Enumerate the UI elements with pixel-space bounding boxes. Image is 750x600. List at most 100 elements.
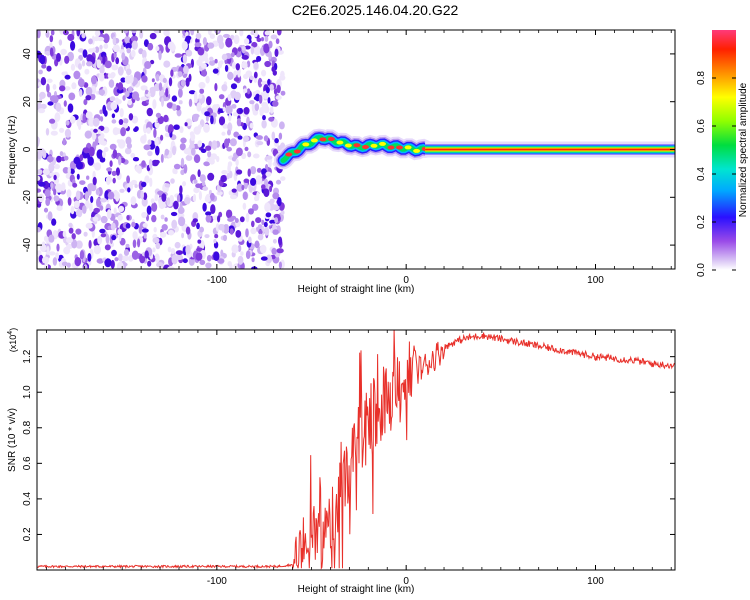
noise-speck (237, 47, 242, 52)
noise-speck (149, 87, 156, 98)
noise-speck (96, 197, 102, 208)
noise-speck (195, 183, 202, 188)
noise-speck (37, 150, 43, 160)
noise-speck (193, 187, 200, 194)
noise-speck (152, 237, 160, 244)
noise-speck (134, 126, 139, 132)
noise-speck (39, 54, 46, 65)
noise-speck (58, 39, 63, 46)
noise-speck (68, 222, 73, 228)
noise-speck (112, 44, 120, 53)
noise-speck (258, 229, 263, 235)
noise-speck (111, 170, 117, 177)
noise-speck (280, 210, 285, 215)
noise-speck (171, 95, 178, 102)
noise-speck (262, 103, 269, 112)
noise-speck (109, 143, 117, 150)
noise-speck (143, 232, 147, 239)
noise-speck (250, 177, 257, 186)
signal-hotspot (396, 145, 403, 150)
noise-speck (241, 184, 245, 191)
noise-speck (209, 59, 216, 66)
noise-speck (100, 197, 107, 203)
noise-speck (192, 113, 200, 119)
noise-speck (139, 30, 144, 39)
noise-speck (217, 34, 224, 45)
noise-speck (46, 83, 50, 93)
noise-speck (195, 252, 203, 261)
noise-speck (75, 240, 83, 249)
noise-speck (49, 118, 56, 124)
noise-speck (151, 78, 155, 83)
noise-speck (205, 75, 210, 84)
noise-speck (135, 96, 140, 102)
x-tick-label: 0 (403, 275, 409, 286)
noise-speck (160, 214, 165, 220)
noise-speck (47, 101, 54, 106)
snr-x-ticks: -100 0 100 (46, 330, 672, 587)
noise-speck (158, 82, 163, 91)
noise-speck (85, 222, 93, 229)
noise-speck (144, 175, 150, 184)
noise-speck (141, 211, 148, 219)
noise-speck (278, 236, 283, 246)
noise-speck (151, 202, 158, 212)
noise-speck (264, 202, 271, 213)
noise-speck (201, 180, 206, 187)
noise-speck (78, 63, 82, 70)
noise-speck (38, 193, 45, 203)
noise-speck (272, 229, 279, 235)
noise-speck (73, 156, 81, 165)
noise-speck (82, 205, 87, 214)
y-tick-label: 0 (22, 146, 33, 152)
noise-speck (274, 48, 279, 57)
noise-speck (253, 45, 261, 56)
noise-speck (245, 250, 251, 259)
noise-speck (168, 77, 173, 87)
noise-speck (118, 253, 123, 262)
noise-speck (235, 230, 242, 238)
y-tick-label: 1.0 (22, 385, 33, 399)
noise-speck (59, 85, 66, 92)
noise-speck (265, 155, 273, 160)
noise-speck (126, 142, 132, 149)
noise-speck (241, 61, 248, 69)
noise-speck (103, 43, 109, 49)
noise-speck (70, 205, 75, 215)
noise-speck (225, 105, 233, 115)
spectrogram-y-label: Frequency (Hz) (7, 116, 18, 185)
noise-speck (220, 175, 227, 183)
noise-speck (174, 241, 181, 249)
noise-speck (120, 127, 126, 137)
y-tick-label: -40 (22, 237, 33, 252)
noise-speck (154, 193, 159, 202)
noise-speck (137, 238, 141, 248)
noise-speck (230, 215, 237, 220)
noise-speck (65, 120, 70, 126)
noise-speck (245, 212, 250, 223)
noise-speck (146, 205, 152, 215)
noise-speck (68, 92, 76, 101)
noise-speck (124, 147, 132, 155)
noise-speck (191, 147, 196, 156)
noise-speck (263, 135, 269, 142)
noise-speck (117, 228, 123, 235)
noise-speck (125, 136, 132, 145)
noise-speck (268, 116, 275, 122)
noise-speck (170, 69, 174, 77)
noise-speck (264, 60, 272, 68)
noise-speck (126, 215, 130, 221)
noise-speck (108, 79, 115, 88)
noise-speck (88, 38, 93, 45)
noise-speck (197, 140, 203, 148)
noise-speck (81, 32, 86, 39)
noise-speck (67, 166, 71, 175)
noise-speck (132, 239, 137, 249)
noise-speck (77, 48, 85, 53)
noise-speck (179, 126, 184, 134)
noise-speck (97, 129, 102, 135)
noise-speck (125, 223, 131, 229)
noise-speck (180, 79, 186, 87)
noise-speck (102, 150, 106, 158)
